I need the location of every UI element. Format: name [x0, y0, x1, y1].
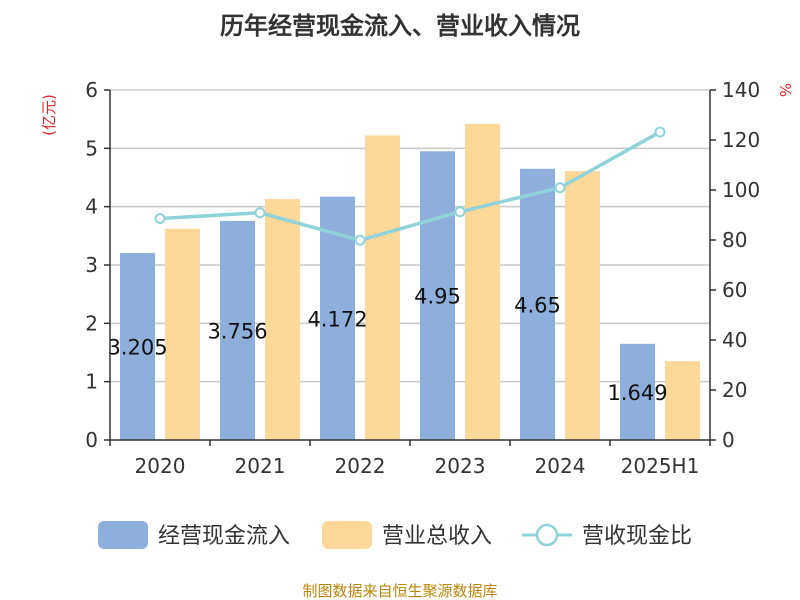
- x-tick-label: 2022: [335, 454, 386, 478]
- legend-label-cash-inflow: 经营现金流入: [158, 524, 290, 549]
- y-left-tick-label: 6: [85, 78, 98, 102]
- bars: [120, 123, 700, 441]
- y-right-tick-label: 140: [722, 78, 760, 102]
- bar-revenue: [465, 123, 500, 440]
- x-tick-label: 2021: [235, 454, 286, 478]
- bar-cash-inflow: [420, 151, 455, 440]
- grid: [110, 89, 710, 383]
- legend: 经营现金流入 营业总收入 营收现金比: [98, 521, 692, 549]
- y-right-tick-label: 20: [722, 378, 747, 402]
- legend-swatch-cash-inflow: [98, 521, 148, 549]
- y-right-unit: %: [776, 83, 794, 97]
- ratio-point: [254, 207, 266, 219]
- y-left-tick-label: 4: [85, 195, 98, 219]
- legend-swatch-ratio-marker: [535, 523, 559, 547]
- y-left-tick-label: 0: [85, 428, 98, 452]
- ratio-point: [654, 126, 666, 138]
- y-left-tick-label: 1: [85, 370, 98, 394]
- data-label: 1.649: [607, 381, 667, 405]
- bar-cash-inflow: [220, 220, 255, 440]
- legend-swatch-revenue: [322, 521, 372, 549]
- data-label: 3.756: [207, 319, 267, 343]
- bar-cash-inflow: [620, 343, 655, 440]
- y-left-tick-label: 3: [85, 253, 98, 277]
- ratio-point: [454, 206, 466, 218]
- x-tick-label: 2024: [535, 454, 586, 478]
- source-note: 制图数据来自恒生聚源数据库: [302, 582, 497, 600]
- bar-revenue: [565, 171, 600, 441]
- bar-revenue: [665, 361, 700, 440]
- x-tick-label: 2023: [435, 454, 486, 478]
- y-left-tick-label: 2: [85, 311, 98, 335]
- chart-title: 历年经营现金流入、营业收入情况: [220, 12, 580, 40]
- bar-revenue: [165, 228, 200, 440]
- bar-revenue: [265, 199, 300, 440]
- x-tick-label: 2020: [135, 454, 186, 478]
- y-right-tick-label: 60: [722, 278, 747, 302]
- y-right-tick-label: 120: [722, 128, 760, 152]
- bar-cash-inflow: [520, 168, 555, 440]
- data-label: 4.95: [414, 285, 461, 309]
- y-left-tick-label: 5: [85, 136, 98, 160]
- data-labels: 3.205 3.756 4.172 4.95 4.65 1.649: [107, 285, 667, 405]
- data-label: 4.172: [307, 307, 367, 331]
- y-left-unit: (亿元): [40, 94, 58, 136]
- ratio-point: [554, 182, 566, 194]
- x-tick-label: 2025H1: [621, 454, 700, 478]
- legend-label-revenue: 营业总收入: [382, 524, 492, 549]
- y-right-tick-label: 0: [722, 428, 735, 452]
- data-label: 3.205: [107, 336, 167, 360]
- y-right-tick-label: 40: [722, 328, 747, 352]
- ratio-point: [354, 234, 366, 246]
- y-right-tick-label: 100: [722, 178, 760, 202]
- ratio-line: [154, 126, 666, 246]
- y-right-tick-label: 80: [722, 228, 747, 252]
- bar-cash-inflow: [120, 253, 155, 440]
- data-label: 4.65: [514, 293, 561, 317]
- legend-label-ratio: 营收现金比: [582, 524, 692, 549]
- ratio-line-path: [159, 130, 661, 243]
- ratio-point: [154, 213, 166, 224]
- bar-revenue: [365, 135, 400, 440]
